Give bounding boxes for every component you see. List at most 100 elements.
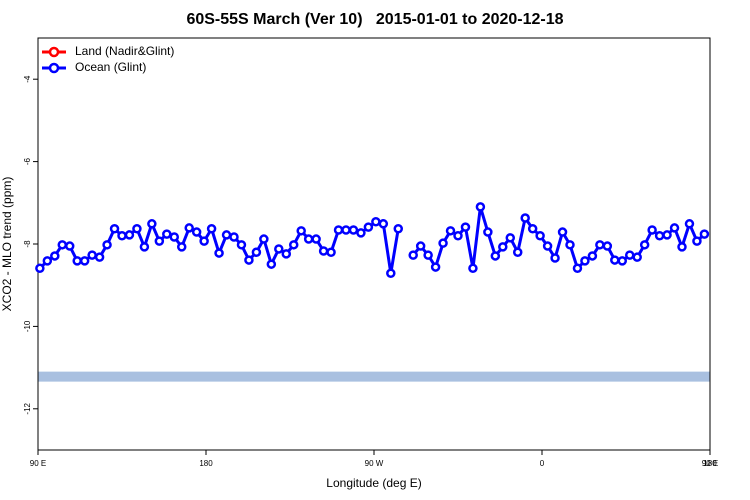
point — [393, 224, 404, 234]
legend-label: Ocean (Glint) — [75, 60, 146, 74]
point — [430, 262, 441, 272]
point — [363, 222, 374, 232]
point — [184, 223, 194, 233]
point — [64, 241, 75, 251]
point — [214, 248, 224, 258]
point — [176, 242, 187, 252]
point — [505, 233, 516, 243]
point — [520, 213, 530, 223]
point — [109, 224, 120, 234]
y-tick-label: -8 — [23, 240, 32, 248]
x-axis-label: Longitude (deg E) — [326, 476, 421, 490]
point — [632, 252, 642, 262]
point — [117, 231, 127, 241]
point — [692, 236, 702, 246]
y-tick-label: -12 — [23, 402, 32, 414]
point — [154, 236, 165, 246]
point — [124, 230, 135, 240]
point — [57, 240, 68, 250]
point — [684, 219, 695, 229]
point — [281, 249, 292, 259]
point — [468, 263, 478, 274]
point — [266, 259, 277, 269]
x-tick-label: 90 E — [702, 459, 718, 468]
point — [79, 256, 90, 266]
y-tick-label: -6 — [23, 157, 32, 165]
point — [206, 224, 217, 234]
point — [94, 252, 105, 262]
point — [169, 232, 180, 242]
point — [42, 256, 53, 266]
point — [35, 263, 45, 274]
point — [199, 236, 209, 246]
point — [378, 219, 389, 229]
point — [356, 228, 366, 238]
point — [580, 256, 590, 266]
point — [139, 242, 150, 252]
x-tick-label: 0 — [540, 459, 545, 468]
point — [87, 250, 97, 260]
y-tick-label: -4 — [23, 75, 32, 83]
point — [371, 217, 381, 227]
point — [191, 227, 202, 237]
y-axis-label: XCO2 - MLO trend (ppm) — [0, 177, 14, 312]
point — [318, 246, 329, 256]
point — [624, 250, 635, 260]
chart-title: 60S-55S March (Ver 10) 2015-01-01 to 202… — [186, 11, 563, 28]
point — [662, 230, 672, 240]
point — [132, 224, 142, 234]
point — [50, 251, 60, 261]
point — [415, 241, 426, 251]
point — [699, 229, 710, 239]
point — [445, 226, 456, 236]
point — [647, 225, 657, 235]
point — [438, 238, 448, 248]
point — [572, 263, 583, 274]
point — [259, 234, 269, 244]
point — [229, 232, 239, 242]
x-tick-label: 180 — [703, 459, 717, 468]
point — [639, 240, 650, 250]
point — [341, 225, 351, 235]
point — [288, 240, 299, 250]
point — [311, 234, 321, 244]
point — [386, 268, 396, 279]
plot-frame — [37, 37, 711, 451]
point — [274, 244, 284, 254]
point — [610, 255, 620, 265]
point — [162, 229, 172, 239]
legend-marker — [48, 46, 60, 58]
x-tick-label: 90 E — [30, 459, 46, 468]
point — [535, 231, 545, 241]
point — [565, 240, 575, 250]
point — [296, 226, 306, 236]
point — [460, 222, 471, 232]
legend-label: Land (Nadir&Glint) — [75, 44, 174, 58]
point — [654, 231, 665, 241]
point — [303, 234, 314, 244]
point — [550, 253, 560, 263]
point — [602, 241, 613, 251]
point — [244, 255, 254, 265]
point — [557, 227, 568, 237]
point — [587, 251, 598, 261]
point — [512, 247, 523, 257]
point — [617, 256, 628, 266]
point — [221, 230, 232, 240]
point — [102, 240, 112, 250]
point — [453, 231, 463, 241]
point — [498, 242, 508, 252]
point — [147, 219, 157, 229]
point — [677, 242, 687, 252]
point — [669, 223, 680, 233]
point — [490, 251, 501, 261]
x-tick-label: 90 W — [365, 459, 384, 468]
point — [251, 247, 262, 257]
point — [483, 227, 493, 237]
y-tick-label: -10 — [23, 320, 32, 332]
point — [408, 250, 418, 260]
point — [423, 250, 433, 260]
point — [542, 241, 553, 251]
